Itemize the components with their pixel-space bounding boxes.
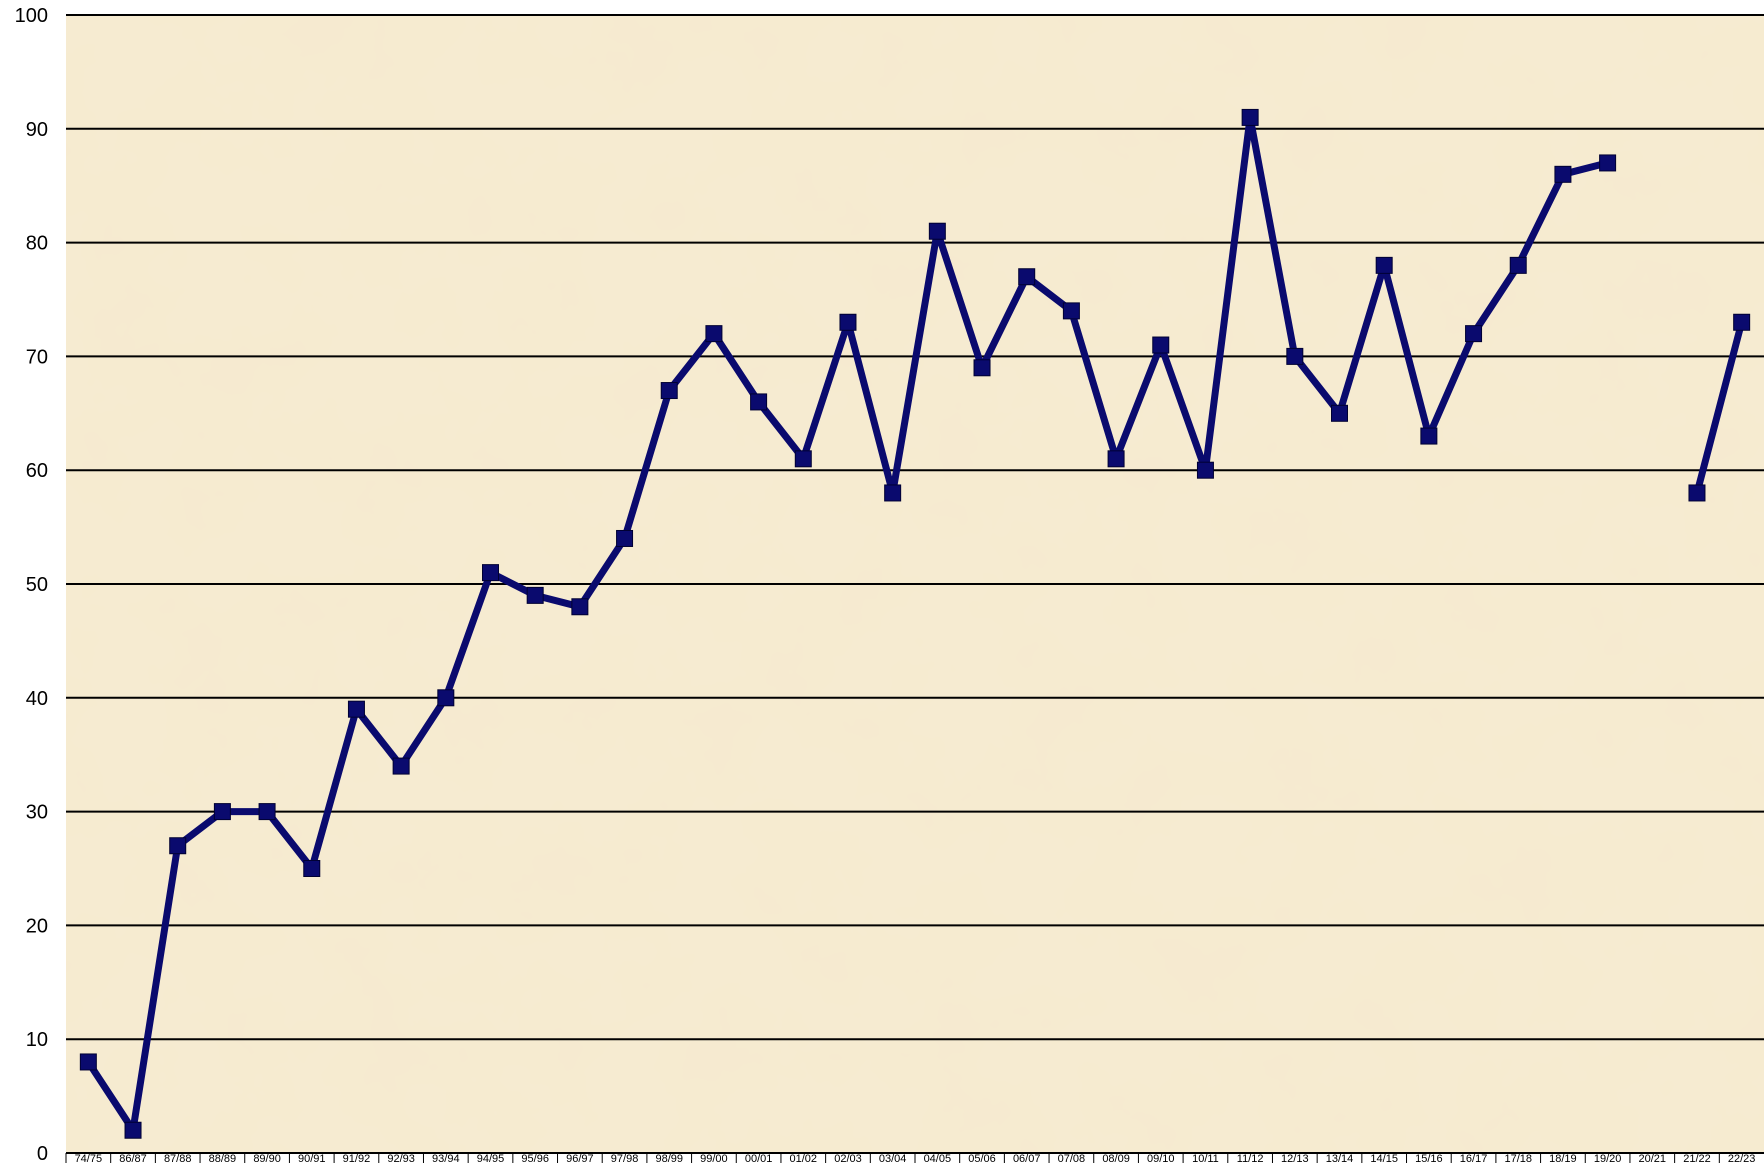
x-tick-label: 09/10 xyxy=(1147,1153,1175,1163)
y-tick-label: 70 xyxy=(26,346,48,368)
x-tick-label: 92/93 xyxy=(387,1153,415,1163)
y-tick-label: 50 xyxy=(26,574,48,596)
x-axis-tick-labels: 74/75 86/87 87/88 88/89 89/90 90/91 91/92 92/93… xyxy=(65,1153,1756,1165)
data-point-12/13 xyxy=(1286,347,1304,365)
data-point-96/97 xyxy=(571,598,589,616)
data-point-92/93 xyxy=(392,757,410,775)
x-tick-label: 12/13 xyxy=(1281,1153,1309,1163)
x-tick-label: 10/11 xyxy=(1192,1153,1219,1163)
x-tick-label: 01/02 xyxy=(790,1153,818,1163)
y-tick-label: 0 xyxy=(37,1143,48,1163)
x-tick-label: 20/21 xyxy=(1639,1153,1667,1163)
x-tick-label: 14/15 xyxy=(1370,1153,1398,1163)
x-tick-label: 99/00 xyxy=(700,1153,728,1163)
x-tick-label: 87/88 xyxy=(164,1153,192,1163)
data-point-10/11 xyxy=(1196,461,1214,479)
x-tick-label: 17/18 xyxy=(1504,1153,1532,1163)
data-point-08/09 xyxy=(1107,450,1125,468)
x-tick-label: 96/97 xyxy=(566,1153,594,1163)
y-tick-label: 90 xyxy=(26,119,48,141)
data-point-97/98 xyxy=(616,529,634,547)
data-point-99/00 xyxy=(705,325,723,343)
data-point-90/91 xyxy=(303,860,321,877)
x-tick-label: 00/01 xyxy=(745,1153,773,1163)
y-tick-label: 80 xyxy=(26,233,48,255)
data-point-13/14 xyxy=(1331,404,1348,422)
y-tick-label: 10 xyxy=(26,1029,48,1051)
x-tick-label: 89/90 xyxy=(253,1153,281,1163)
data-point-02/03 xyxy=(839,313,857,331)
data-point-94/95 xyxy=(482,564,499,582)
series-line-segment xyxy=(1693,318,1746,497)
y-tick-label: 40 xyxy=(26,688,48,710)
x-tick-label: 15/16 xyxy=(1415,1153,1443,1163)
data-point-17/18 xyxy=(1509,256,1527,274)
data-point-11/12 xyxy=(1241,108,1259,126)
x-tick-label: 93/94 xyxy=(432,1153,460,1163)
x-tick-label: 02/03 xyxy=(834,1153,862,1163)
data-point-15/16 xyxy=(1420,427,1438,445)
x-tick-label: 90/91 xyxy=(298,1153,326,1163)
data-point-74/75 xyxy=(79,1053,97,1071)
x-tick-label: 94/95 xyxy=(477,1153,505,1163)
series xyxy=(79,108,1751,1139)
x-tick-label: 13/14 xyxy=(1326,1153,1354,1163)
x-tick-label: 06/07 xyxy=(1013,1153,1041,1163)
data-point-14/15 xyxy=(1375,256,1393,274)
x-tick-label: 08/09 xyxy=(1102,1153,1130,1163)
x-tick-label: 88/89 xyxy=(209,1153,237,1163)
data-point-00/01 xyxy=(750,393,768,411)
data-point-91/92 xyxy=(347,700,365,718)
x-tick-label: 11/12 xyxy=(1237,1153,1264,1163)
x-tick-label: 22/23 xyxy=(1728,1153,1756,1163)
data-point-18/19 xyxy=(1554,165,1572,183)
data-point-87/88 xyxy=(169,837,187,855)
data-point-09/10 xyxy=(1152,336,1170,354)
y-axis-tick-labels: 0 10 20 30 40 50 60 70 80 90 100 xyxy=(15,5,48,1165)
data-point-06/07 xyxy=(1018,268,1036,286)
data-point-07/08 xyxy=(1062,302,1080,320)
x-tick-label: 97/98 xyxy=(611,1153,639,1163)
data-point-98/99 xyxy=(660,382,678,400)
x-tick-label: 05/06 xyxy=(968,1153,996,1163)
data-point-05/06 xyxy=(973,359,991,377)
data-point-88/89 xyxy=(213,803,231,821)
data-point-19/20 xyxy=(1599,154,1617,172)
x-tick-label: 19/20 xyxy=(1594,1153,1622,1163)
data-point-01/02 xyxy=(794,450,812,468)
data-point-21/22 xyxy=(1688,484,1706,502)
x-tick-label: 16/17 xyxy=(1460,1153,1488,1163)
x-tick-label: 74/75 xyxy=(75,1153,103,1163)
x-tick-label: 95/96 xyxy=(521,1153,549,1163)
x-tick-label: 03/04 xyxy=(879,1153,907,1163)
x-tick-label: 07/08 xyxy=(1058,1153,1086,1163)
data-point-03/04 xyxy=(884,484,902,502)
x-tick-label: 91/92 xyxy=(343,1153,371,1163)
x-tick-label: 86/87 xyxy=(119,1153,147,1163)
x-tick-label: 04/05 xyxy=(924,1153,952,1163)
data-point-22/23 xyxy=(1733,313,1751,331)
x-tick-label: 98/99 xyxy=(655,1153,683,1163)
data-point-89/90 xyxy=(258,803,276,821)
data-point-16/17 xyxy=(1465,325,1483,343)
data-point-86/87 xyxy=(124,1121,142,1139)
data-point-04/05 xyxy=(928,222,946,240)
data-point-93/94 xyxy=(437,689,455,707)
y-tick-label: 100 xyxy=(15,5,48,27)
data-point-95/96 xyxy=(526,586,544,604)
y-tick-label: 60 xyxy=(26,460,48,482)
y-tick-label: 30 xyxy=(26,802,48,824)
x-tick-label: 21/22 xyxy=(1683,1153,1711,1163)
x-tick-label: 18/19 xyxy=(1549,1153,1577,1163)
y-tick-label: 20 xyxy=(26,915,48,937)
